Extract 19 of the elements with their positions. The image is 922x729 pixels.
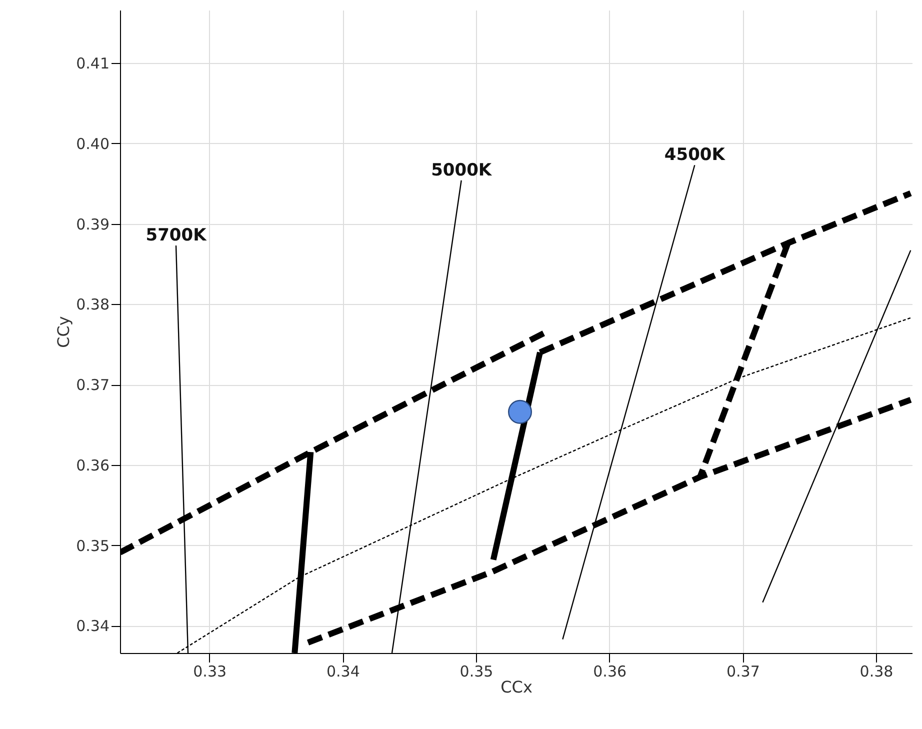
- x-tick-label: 0.37: [726, 662, 760, 680]
- x-tick-label: 0.33: [193, 662, 227, 680]
- x-tick-label: 0.36: [593, 662, 627, 680]
- annotation: 5700K: [146, 226, 208, 246]
- y-tick-label: 0.37: [76, 376, 110, 394]
- annotation: 5000K: [431, 160, 492, 180]
- x-tick-label: 0.35: [460, 662, 494, 680]
- y-tick-label: 0.35: [76, 536, 110, 555]
- y-tick-label: 0.41: [76, 54, 110, 73]
- x-tick-label: 0.38: [860, 662, 894, 680]
- x-tick-label: 0.34: [326, 662, 360, 680]
- x-axis-title: CCx: [500, 678, 532, 696]
- y-axis-title: CCy: [54, 316, 74, 348]
- y-tick-label: 0.39: [76, 215, 110, 234]
- y-tick-label: 0.36: [76, 456, 110, 474]
- y-tick-label: 0.40: [76, 134, 110, 153]
- y-tick-label: 0.38: [76, 296, 110, 314]
- y-tick-label: 0.34: [76, 617, 110, 636]
- annotation: 4500K: [664, 145, 726, 166]
